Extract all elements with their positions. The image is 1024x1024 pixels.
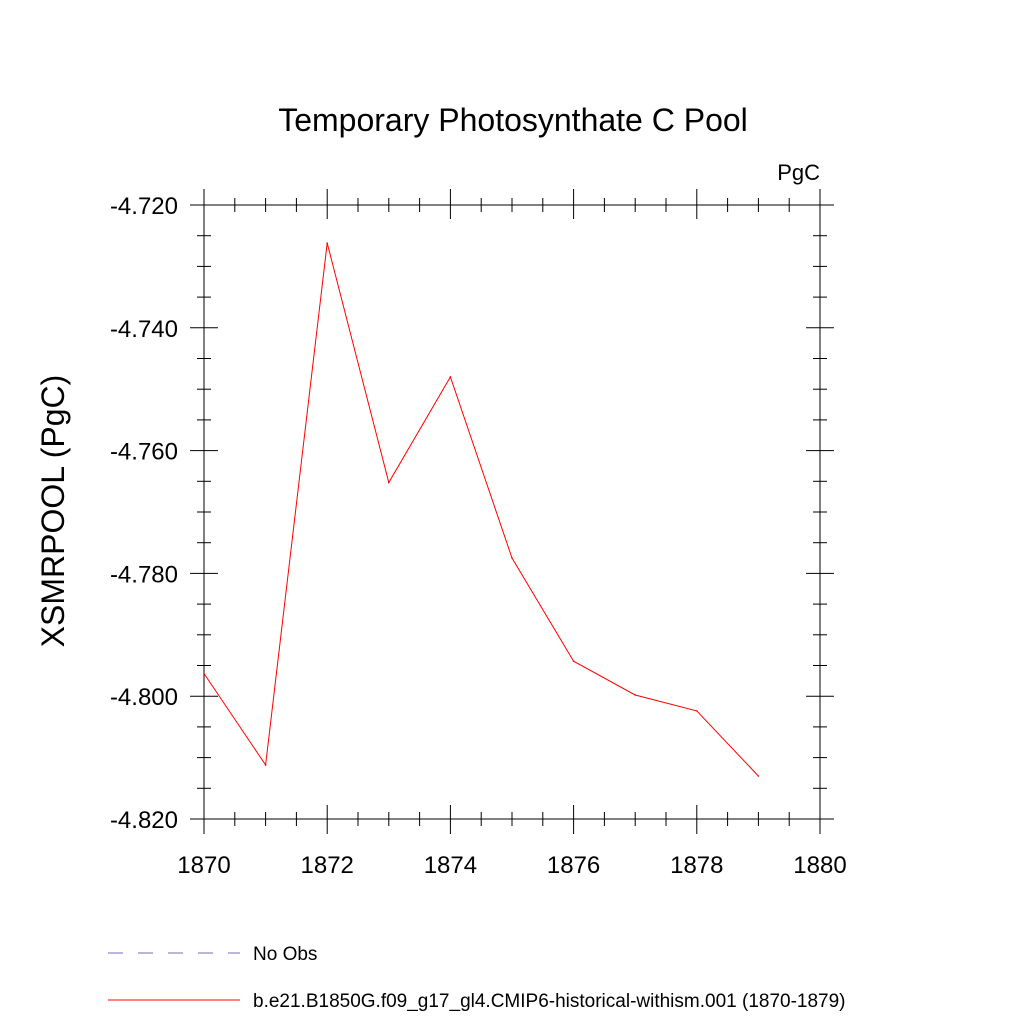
x-tick-label: 1872 [301, 852, 354, 879]
units-label: PgC [777, 160, 820, 185]
data-point [326, 242, 329, 244]
legend: No Obs b.e21.B1850G.f09_g17_gl4.CMIP6-his… [108, 944, 846, 1012]
data-point [388, 481, 390, 484]
y-tick-label: -4.740 [110, 316, 178, 343]
data-point [511, 557, 513, 559]
axes: 1870 1872 1874 1876 1878 1880 -4.720 -4.740 -4.7… [110, 189, 847, 879]
y-tick-label: -4.820 [110, 807, 178, 834]
legend-label: No Obs [253, 944, 317, 965]
series-layer [203, 242, 760, 777]
y-axis-label: XSMRPOOL (PgC) [35, 375, 71, 648]
x-tick-label: 1878 [670, 852, 723, 879]
y-tick-label: -4.720 [110, 193, 178, 220]
y-tick-label: -4.800 [110, 684, 178, 711]
legend-label: b.e21.B1850G.f09_g17_gl4.CMIP6-historica… [253, 991, 846, 1012]
data-point [264, 764, 267, 766]
y-tick-label: -4.780 [110, 561, 178, 588]
data-point [696, 710, 698, 712]
data-point [757, 775, 760, 777]
data-point [449, 376, 452, 378]
series-line [203, 242, 759, 777]
plot-frame [203, 204, 821, 820]
x-tick-label: 1880 [793, 852, 846, 879]
data-point [203, 672, 205, 675]
x-tick-label: 1874 [424, 852, 477, 879]
chart-title: Temporary Photosynthate C Pool [278, 102, 748, 138]
x-tick-label: 1876 [547, 852, 600, 879]
data-point [572, 660, 575, 663]
x-tick-label: 1870 [177, 852, 230, 879]
data-point [634, 694, 636, 696]
y-tick-label: -4.760 [110, 439, 178, 466]
